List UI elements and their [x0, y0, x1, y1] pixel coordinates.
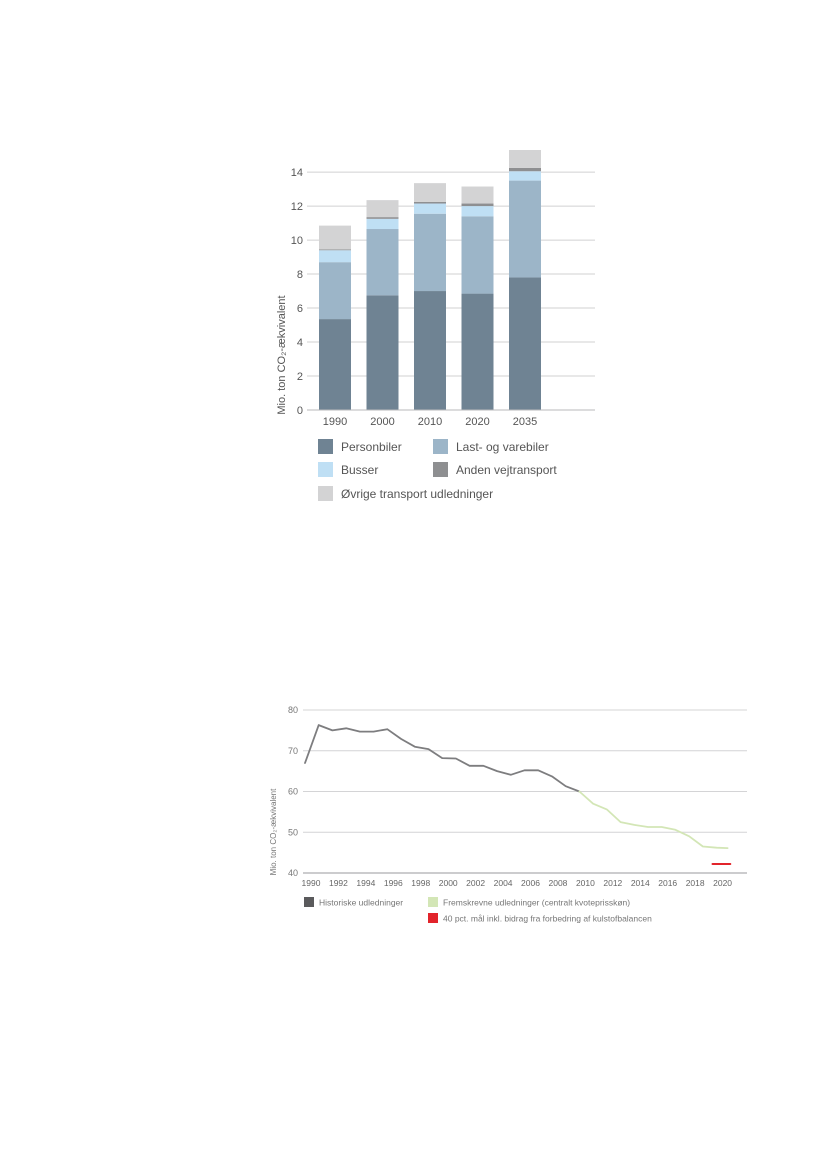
- stacked-bar-chart: 0 2 4 6 8 10 12 14 1990 2000 2010 2020 2035 Mio. to…: [276, 150, 595, 501]
- chart1-y-tick-labels: 0 2 4 6 8 10 12 14: [291, 167, 303, 417]
- chart2-x-tick-label: 2004: [494, 878, 513, 888]
- chart1-legend-swatch: [318, 486, 333, 501]
- chart2-legend-swatch: [304, 897, 314, 907]
- chart1-y-tick-label: 8: [297, 269, 303, 281]
- chart2-x-tick-label: 1998: [411, 878, 430, 888]
- chart1-y-tick-label: 6: [297, 303, 303, 315]
- chart1-bar-segment: [366, 217, 399, 219]
- chart1-y-tick-label: 12: [291, 201, 303, 213]
- chart1-y-tick-label: 14: [291, 167, 303, 179]
- chart1-legend-label: Øvrige transport udledninger: [341, 487, 493, 501]
- chart1-bar-segment: [461, 203, 494, 207]
- chart2-legend-swatch: [428, 913, 438, 923]
- chart1-bar-segment: [509, 167, 541, 172]
- chart1-bar-segment: [366, 295, 399, 410]
- chart1-bar-segment: [366, 218, 399, 230]
- chart1-bar-segment: [509, 180, 541, 278]
- chart1-bar-segment: [509, 150, 541, 168]
- chart2-legend-label: 40 pct. mål inkl. bidrag fra forbedring …: [443, 914, 652, 924]
- chart1-bar-segment: [414, 213, 446, 292]
- chart2-gridlines: [303, 709, 747, 833]
- chart1-bars: [319, 150, 541, 410]
- chart1-bar-segment: [509, 277, 541, 410]
- chart1-x-tick-label: 2035: [513, 416, 537, 428]
- line-chart: 40 50 60 70 80 1990 1992 1994 1996 1998 2000 2002 2…: [269, 705, 747, 924]
- chart2-series-line: [304, 724, 581, 793]
- chart1-legend-swatch: [318, 462, 333, 477]
- chart1-legend: Personbiler Last- og varebiler Busser Anden…: [318, 439, 557, 501]
- chart1-bar-segment: [509, 171, 541, 181]
- chart1-y-axis-label: Mio. ton CO₂-ækvivalent: [276, 295, 288, 414]
- chart1-legend-label: Last- og varebiler: [456, 440, 549, 454]
- chart2-y-tick-label: 70: [288, 746, 298, 756]
- chart2-x-tick-label: 2010: [576, 878, 595, 888]
- chart1-x-tick-label: 1990: [323, 416, 347, 428]
- chart1-legend-label: Anden vejtransport: [456, 463, 557, 477]
- chart1-bar-segment: [461, 293, 494, 410]
- chart1-legend-label: Personbiler: [341, 440, 402, 454]
- chart1-legend-label: Busser: [341, 463, 378, 477]
- chart2-x-tick-label: 2014: [631, 878, 650, 888]
- chart2-x-tick-labels: 1990 1992 1994 1996 1998 2000 2002 2004 2006 2008…: [302, 878, 733, 888]
- chart1-bar-segment: [366, 229, 399, 296]
- chart1-bar-segment: [366, 200, 399, 218]
- chart1-bar-segment: [461, 216, 494, 294]
- chart2-legend-label: Fremskrevne udledninger (centralt kvotep…: [443, 898, 630, 908]
- chart2-y-tick-labels: 40 50 60 70 80: [288, 705, 298, 878]
- chart2-x-tick-label: 2000: [439, 878, 458, 888]
- chart1-legend-swatch: [318, 439, 333, 454]
- chart2-x-tick-label: 1992: [329, 878, 348, 888]
- chart1-bar-segment: [319, 225, 351, 250]
- chart2-y-tick-label: 50: [288, 827, 298, 837]
- chart1-bar-segment: [319, 262, 351, 320]
- chart2-series-line: [578, 790, 729, 849]
- chart1-bar-segment: [319, 249, 351, 251]
- chart2-x-tick-label: 2016: [658, 878, 677, 888]
- chart1-bar-segment: [414, 291, 446, 410]
- chart1-y-tick-label: 10: [291, 235, 303, 247]
- chart1-bar-segment: [414, 203, 446, 214]
- chart1-y-tick-label: 4: [297, 337, 303, 349]
- chart1-x-tick-labels: 1990 2000 2010 2020 2035: [323, 416, 537, 428]
- chart2-x-tick-label: 2002: [466, 878, 485, 888]
- chart2-x-tick-label: 1994: [356, 878, 375, 888]
- chart2-x-tick-label: 2018: [686, 878, 705, 888]
- chart2-y-tick-label: 80: [288, 705, 298, 715]
- chart1-gridlines: [307, 171, 595, 377]
- chart2-x-tick-label: 2006: [521, 878, 540, 888]
- chart2-legend-label: Historiske udledninger: [319, 898, 403, 908]
- chart2-y-tick-label: 60: [288, 787, 298, 797]
- chart1-y-tick-label: 0: [297, 405, 303, 417]
- chart1-bar-segment: [319, 319, 351, 410]
- chart1-bar-segment: [461, 186, 494, 204]
- chart1-legend-swatch: [433, 439, 448, 454]
- chart2-y-tick-label: 40: [288, 868, 298, 878]
- chart2-x-tick-label: 2008: [548, 878, 567, 888]
- chart2-x-tick-label: 1996: [384, 878, 403, 888]
- chart2-y-axis-label: Mio. ton CO₂-ækvivalent: [269, 788, 278, 875]
- chart1-x-tick-label: 2000: [370, 416, 394, 428]
- chart1-bar-segment: [461, 206, 494, 217]
- chart2-legend-swatch: [428, 897, 438, 907]
- chart1-x-tick-label: 2010: [418, 416, 442, 428]
- chart2-x-tick-label: 2020: [713, 878, 732, 888]
- chart1-legend-swatch: [433, 462, 448, 477]
- chart2-series-lines: [304, 724, 732, 865]
- chart2-x-tick-label: 2012: [603, 878, 622, 888]
- chart1-bar-segment: [414, 183, 446, 202]
- chart1-bar-segment: [414, 201, 446, 204]
- chart1-bar-segment: [319, 250, 351, 263]
- chart1-y-tick-label: 2: [297, 371, 303, 383]
- chart2-legend: Historiske udledninger Fremskrevne udledn…: [304, 897, 652, 924]
- chart1-x-tick-label: 2020: [465, 416, 489, 428]
- chart2-x-tick-label: 1990: [302, 878, 321, 888]
